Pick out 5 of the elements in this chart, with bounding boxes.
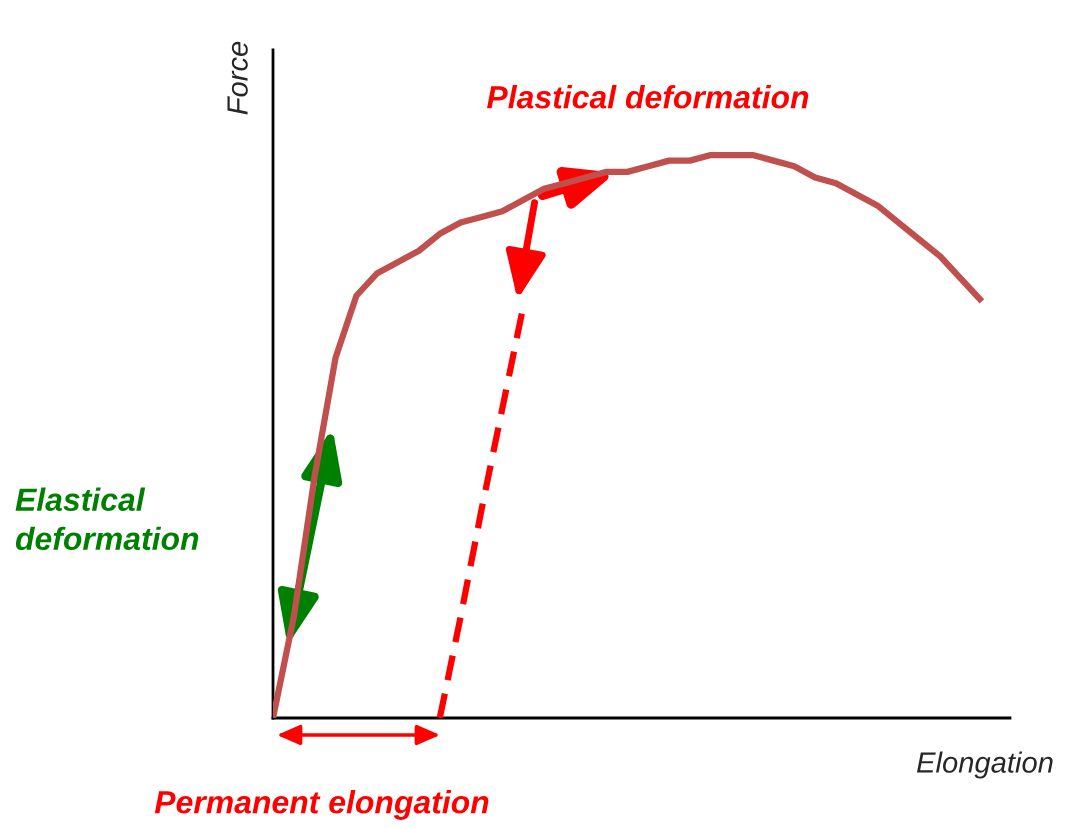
text: Plastical deformation bbox=[487, 85, 809, 109]
text: Permanent elongation bbox=[154, 790, 489, 820]
text: Elastical deformation bbox=[15, 487, 199, 551]
y-axis-title: Force bbox=[227, 41, 248, 115]
x-axis-title: Elongation bbox=[916, 751, 1053, 779]
